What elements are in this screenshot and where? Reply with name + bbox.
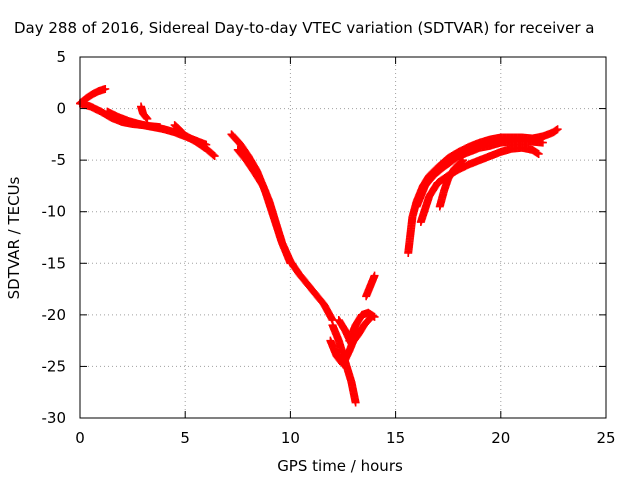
- data-point: [458, 156, 467, 165]
- x-tick-label: 20: [491, 429, 510, 447]
- y-tick-labels: -30 -25 -20 -15 -10 -5 0 5: [42, 48, 67, 427]
- chart-title: Day 288 of 2016, Sidereal Day-to-day VTE…: [14, 19, 595, 37]
- grid-lines: [80, 57, 606, 418]
- x-tick-label: 10: [281, 429, 300, 447]
- y-tick-label: -15: [42, 254, 67, 272]
- y-tick-label: -30: [42, 409, 67, 427]
- data-point: [553, 125, 562, 134]
- x-axis-label: GPS time / hours: [277, 457, 403, 475]
- y-tick-label: -20: [42, 306, 67, 324]
- x-tick-labels: 0 5 10 15 20 25: [75, 429, 615, 447]
- x-tick-label: 0: [75, 429, 85, 447]
- y-tick-label: -10: [42, 203, 67, 221]
- data-point: [538, 138, 547, 147]
- data-point: [155, 123, 164, 132]
- x-tick-label: 5: [180, 429, 190, 447]
- data-points: [76, 84, 562, 407]
- x-tick-label: 15: [386, 429, 405, 447]
- axis-ticks: [79, 56, 607, 419]
- data-point: [534, 149, 543, 158]
- data-point: [351, 398, 360, 407]
- plot-frame: [79, 56, 607, 419]
- data-point: [209, 151, 218, 160]
- data-point: [142, 113, 151, 122]
- data-point: [143, 114, 152, 123]
- data-point: [210, 152, 219, 161]
- data-point: [286, 259, 295, 268]
- x-tick-label: 25: [596, 429, 615, 447]
- data-point: [370, 312, 379, 321]
- data-point: [457, 157, 466, 166]
- y-tick-label: 0: [56, 100, 66, 118]
- y-tick-label: 5: [56, 48, 66, 66]
- y-tick-label: -5: [51, 151, 66, 169]
- data-point: [101, 84, 110, 93]
- y-tick-label: -25: [42, 357, 67, 375]
- data-point: [370, 271, 379, 280]
- y-axis-label: SDTVAR / TECUs: [5, 176, 23, 299]
